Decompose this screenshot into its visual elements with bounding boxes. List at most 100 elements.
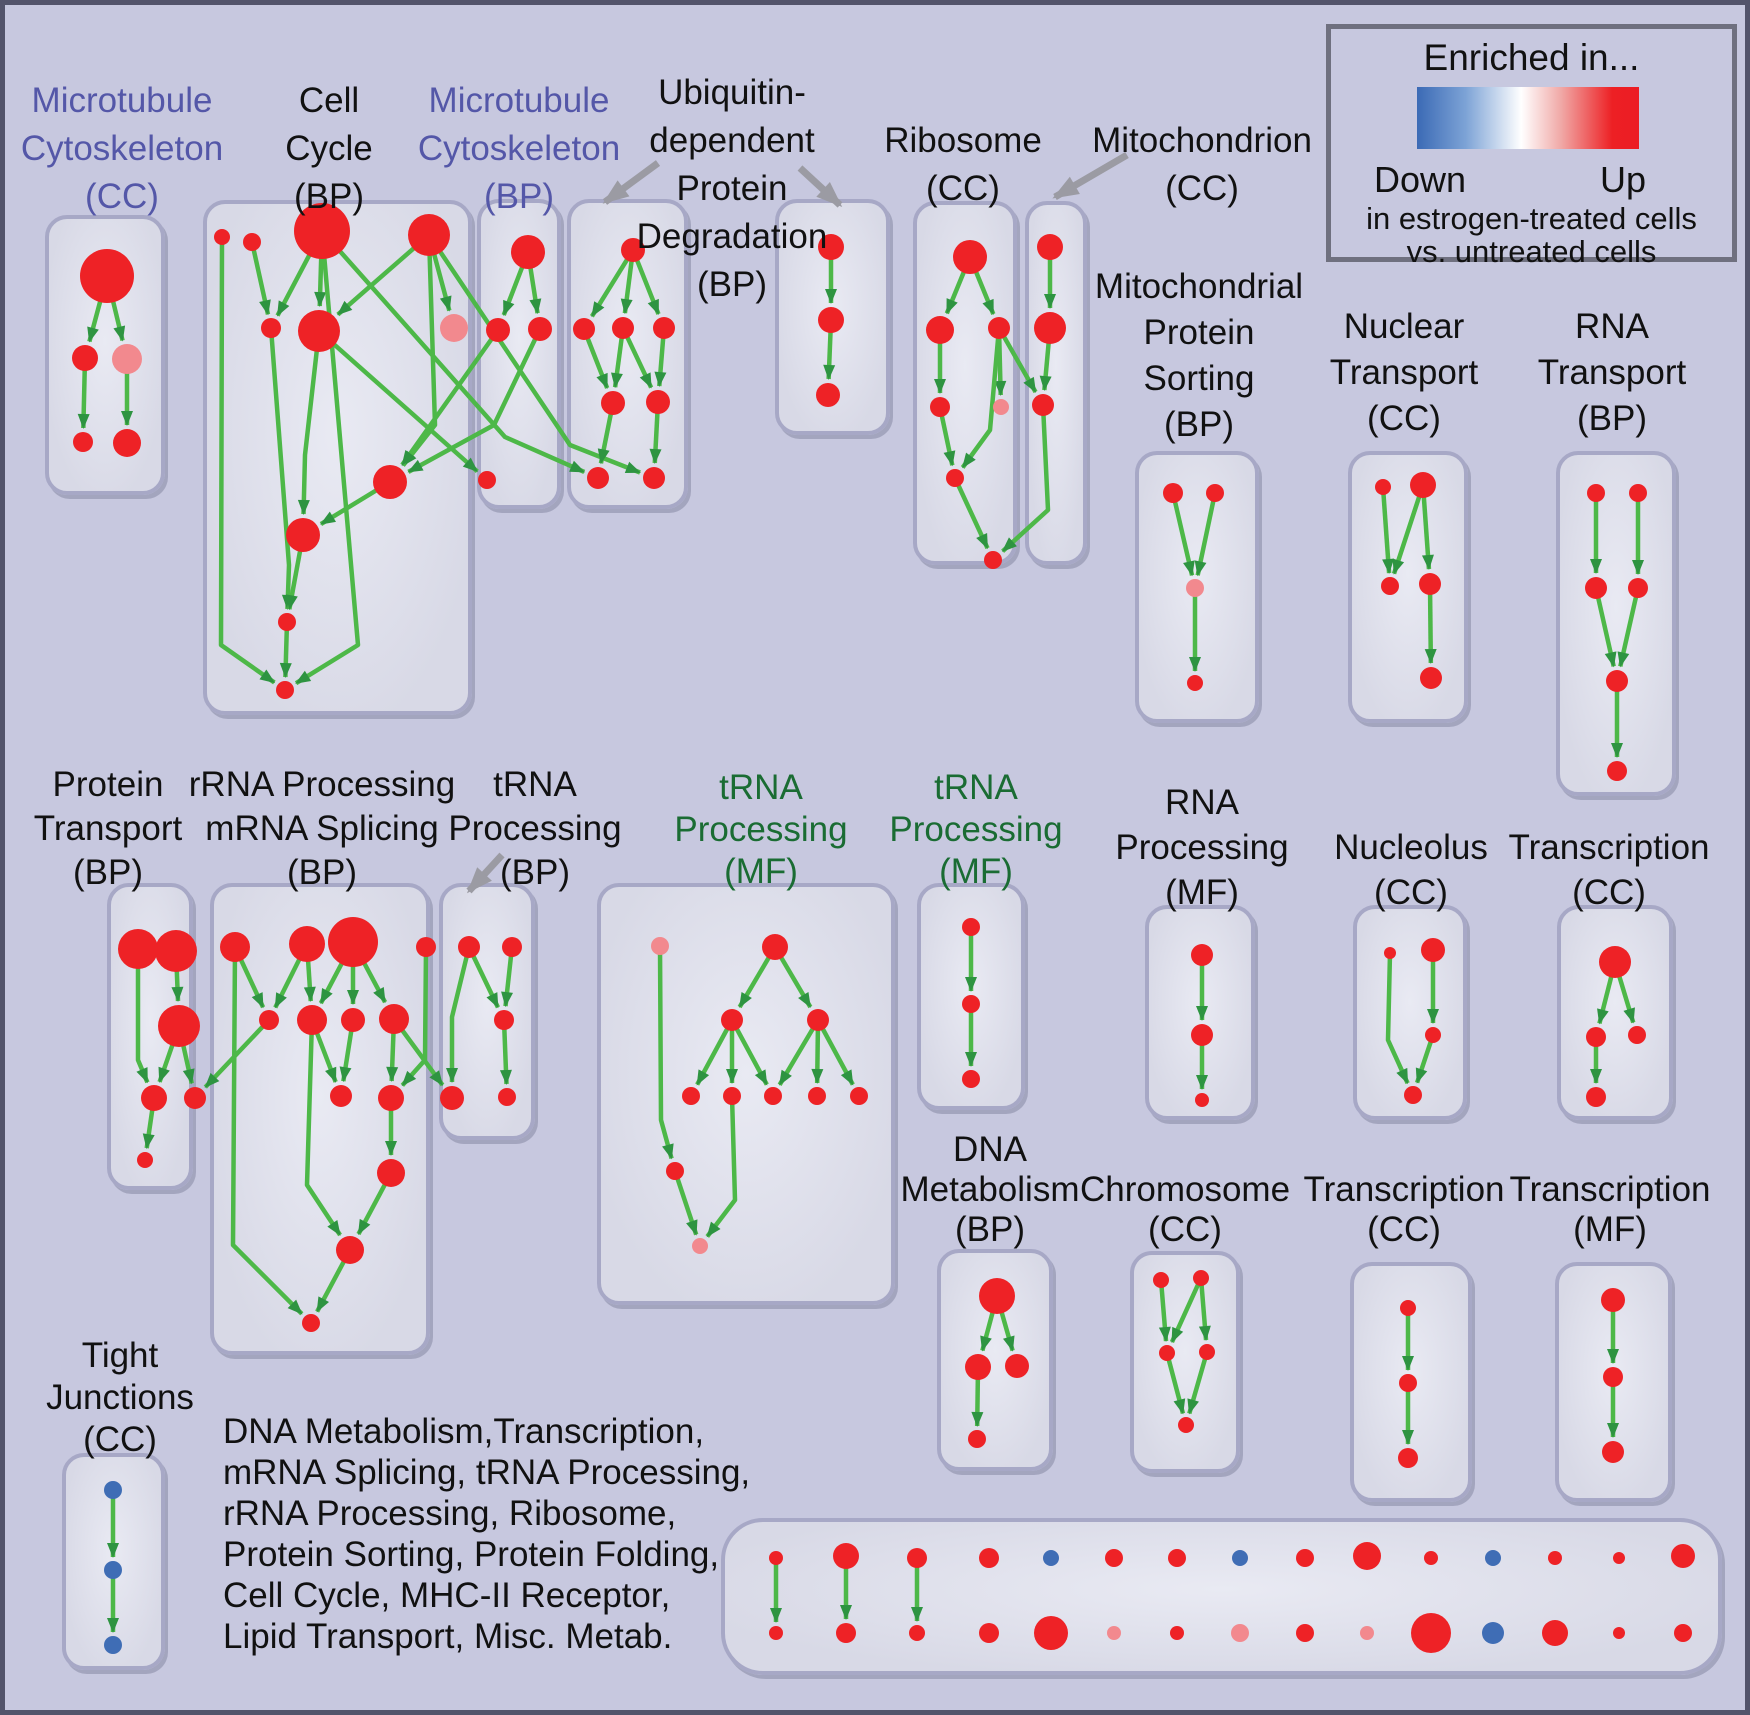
category-label-line: Metabolism [900, 1170, 1080, 1209]
category-label-line: Microtubule [31, 81, 213, 120]
go-term-node-rt1 [1587, 484, 1605, 502]
category-label-line: (CC) [1572, 873, 1646, 912]
category-label-line: Processing [674, 810, 848, 849]
edge-nu1-nu4 [1385, 952, 1410, 1085]
edge-tcn-tpk [672, 1170, 699, 1236]
category-label-line: Cytoskeleton [20, 129, 224, 168]
category-label-line: (BP) [1164, 405, 1234, 444]
go-term-node-ccj [278, 613, 296, 631]
go-term-node-nu4 [1404, 1086, 1422, 1104]
go-term-node-w5b [1034, 1616, 1068, 1650]
go-term-node-rt2 [1629, 484, 1647, 502]
go-term-node-x3 [1398, 1448, 1418, 1468]
category-label-line: Ribosome [884, 121, 1042, 160]
category-label-line: (MF) [724, 852, 798, 891]
go-term-node-mt2 [1034, 312, 1066, 344]
edge-ccb-cce [249, 241, 271, 316]
category-label-line: Nuclear [1343, 307, 1465, 346]
label-pointer-arrow-1 [602, 160, 661, 205]
category-label-trna-mf-2: tRNA Processing (MF) [889, 767, 1062, 893]
go-term-node-tpk [692, 1238, 708, 1254]
edge-r6-r12 [304, 1019, 342, 1237]
go-term-node-ccb [243, 233, 261, 251]
go-term-node-w11b [1411, 1613, 1451, 1653]
category-label-line: (BP) [72, 853, 143, 892]
misc-terms-text: DNA Metabolism,Transcription, mRNA Splici… [223, 1411, 750, 1657]
category-label-tight-junctions: Tight Junctions (CC) [46, 1335, 194, 1461]
go-term-node-rt6 [1607, 761, 1627, 781]
go-term-node-w14b [1613, 1627, 1625, 1639]
edge-ccc-u7 [320, 229, 586, 475]
go-term-node-rb5 [993, 399, 1009, 415]
go-term-node-nt4 [1419, 573, 1441, 595]
go-term-node-r13 [302, 1314, 320, 1332]
category-label-line: Protein [52, 765, 164, 804]
go-term-node-sf1 [962, 918, 980, 936]
category-label-line: Mitochondrion [1092, 121, 1312, 160]
go-term-node-tb_3 [764, 1087, 782, 1105]
go-term-node-ch2 [1193, 1270, 1209, 1286]
go-term-node-w3t [907, 1548, 927, 1568]
go-term-node-q1 [1191, 944, 1213, 966]
category-label-line: Protein [676, 169, 788, 208]
go-term-node-nt1 [1375, 479, 1391, 495]
go-term-node-w6t [1105, 1549, 1123, 1567]
edge-tb1-tb3 [466, 946, 500, 1009]
go-term-node-y2 [1603, 1367, 1623, 1387]
go-term-node-w15t [1671, 1544, 1695, 1568]
category-label-line: tRNA [493, 765, 577, 804]
category-label-line: Ubiquitin- [658, 73, 806, 112]
edge-cce-ccj [268, 327, 294, 611]
legend-subtitle-2: vs. untreated cells [1406, 234, 1657, 269]
network-layer [72, 151, 1695, 1654]
go-term-node-dm3 [1005, 1354, 1029, 1378]
go-term-node-rt3 [1585, 577, 1607, 599]
go-term-node-w12b [1482, 1622, 1504, 1644]
category-label-mito-sorting: Mitochondrial Protein Sorting (BP) [1095, 264, 1303, 448]
category-label-line: Cycle [285, 129, 373, 168]
go-term-node-mb3 [528, 317, 552, 341]
go-term-node-tc4 [1586, 1087, 1606, 1107]
category-label-line: Transcription [1303, 1170, 1505, 1209]
edge-ccj-cck [279, 621, 292, 679]
edge-ccf-mb4 [317, 329, 479, 474]
category-label-line: (MF) [1165, 873, 1239, 912]
legend: Enriched in... Down Up in estrogen-treat… [1326, 24, 1737, 269]
go-term-node-rt5 [1606, 670, 1628, 692]
edge-u1-u2 [589, 248, 635, 318]
category-label-line: (CC) [85, 177, 159, 216]
go-term-node-tc1 [1599, 946, 1631, 978]
go-term-node-tcn [666, 1162, 684, 1180]
edge-ms2-ms3 [1194, 492, 1218, 577]
category-label-line: RNA [1165, 783, 1239, 822]
category-label-line: Transport [1537, 353, 1687, 392]
go-term-node-w4t [979, 1548, 999, 1568]
legend-down-label: Down [1373, 159, 1467, 200]
category-label-rrna-mrna: rRNA Processing mRNA Splicing (BP) [189, 763, 455, 895]
go-term-node-pt1 [118, 929, 158, 969]
go-term-node-pt6 [137, 1152, 153, 1168]
go-term-node-tb_2 [723, 1087, 741, 1105]
go-term-node-tb2 [502, 937, 522, 957]
go-term-node-w10b [1360, 1626, 1374, 1640]
category-label-line: (CC) [926, 169, 1000, 208]
go-term-node-ms2 [1206, 484, 1224, 502]
legend-up-label: Up [1599, 159, 1647, 200]
go-term-node-nt3 [1381, 577, 1399, 595]
go-term-node-cci [286, 518, 320, 552]
go-term-node-rb4 [930, 397, 950, 417]
go-term-node-q3 [1195, 1093, 1209, 1107]
category-label-line: (CC) [1165, 169, 1239, 208]
go-term-node-nu1 [1384, 947, 1396, 959]
category-label-line: Degradation [636, 217, 828, 256]
category-label-line: Protein [1143, 313, 1255, 352]
go-term-node-r6 [297, 1005, 327, 1035]
edge-tb1-tb4 [446, 946, 472, 1083]
go-term-node-pt4 [141, 1085, 167, 1111]
category-label-trna-bp: tRNA Processing (BP) [448, 763, 621, 895]
label-pointer-arrow-4 [466, 852, 505, 894]
go-term-node-ms4 [1187, 675, 1203, 691]
go-term-node-ms3 [1186, 579, 1204, 597]
category-label-line: (BP) [1576, 399, 1647, 438]
category-label-line: (MF) [939, 852, 1013, 891]
